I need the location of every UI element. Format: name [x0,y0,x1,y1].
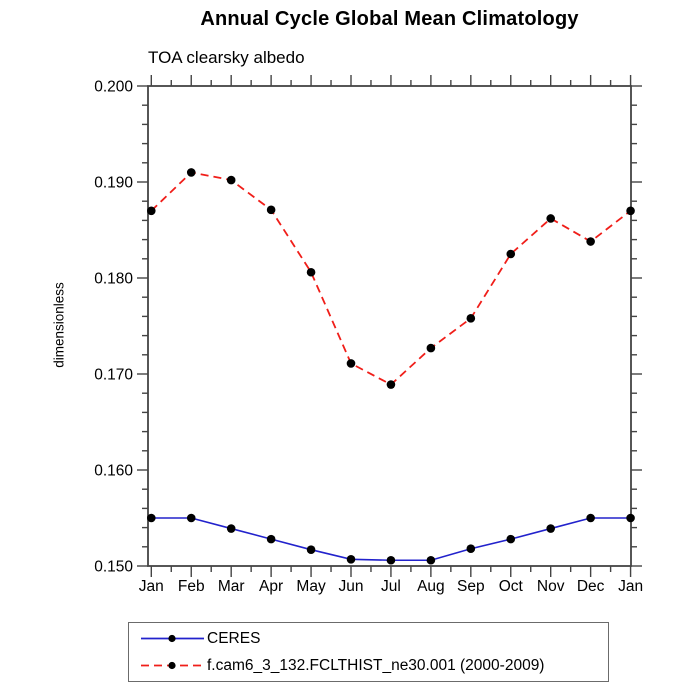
data-point-series-0 [426,555,436,565]
chart-subtitle: TOA clearsky albedo [148,48,305,67]
data-point-series-1 [466,314,476,323]
legend-swatch-solid-line-dot [141,634,204,643]
legend-marker-dot [168,634,176,643]
x-tick-label: Jul [381,578,401,595]
data-point-series-1 [626,206,635,216]
y-tick-label: 0.170 [94,367,133,384]
x-tick-label: Oct [499,578,524,595]
x-tick-label: Jan [139,578,164,595]
data-point-series-1 [586,237,595,246]
x-tick-label: Apr [259,578,283,595]
data-point-series-1 [186,168,196,177]
chart-title: Annual Cycle Global Mean Climatology [200,8,579,30]
data-point-series-1 [266,205,276,215]
legend-label-ceres: CERES [207,629,261,647]
series-line-0 [151,517,631,562]
data-point-series-1 [386,380,396,389]
data-point-series-0 [466,544,476,554]
data-point-series-1 [426,343,436,353]
y-tick-label: 0.150 [94,559,133,576]
data-point-series-0 [506,534,516,544]
axis-box [147,85,632,567]
data-point-series-0 [546,524,555,533]
series-line-1 [150,171,632,386]
x-tick-label: Nov [537,578,565,595]
x-tick-label: Sep [457,578,485,595]
data-point-series-0 [626,513,635,523]
data-point-series-1 [346,359,356,368]
data-point-series-1 [306,267,316,277]
data-point-series-0 [306,545,316,554]
x-tick-label: Jan [618,578,643,595]
y-tick-label: 0.180 [94,271,133,288]
data-point-series-0 [266,534,276,544]
x-tick-label: Dec [577,578,605,595]
data-point-series-1 [546,214,555,223]
x-tick-label: Mar [218,578,245,595]
x-tick-label: Aug [417,578,445,595]
data-point-series-1 [147,206,156,216]
data-point-series-0 [226,524,236,533]
data-point-series-1 [506,249,516,259]
data-point-series-0 [346,554,356,564]
x-tick-label: Jun [339,578,364,595]
data-point-series-0 [586,513,595,523]
legend-swatch-dashed-line-dot [141,661,204,670]
legend: CERES f.cam6_3_132.FCLTHIST_ne30.001 (20… [128,622,609,682]
legend-row-model: f.cam6_3_132.FCLTHIST_ne30.001 (2000-200… [129,652,608,679]
x-tick-label: Feb [178,578,205,595]
data-point-series-0 [386,555,396,565]
legend-marker-dot [168,661,176,670]
data-point-series-1 [226,175,236,185]
legend-row-ceres: CERES [129,625,608,652]
data-point-series-0 [147,513,156,523]
y-tick-label: 0.160 [94,463,133,480]
x-tick-label: May [296,578,326,595]
legend-label-model: f.cam6_3_132.FCLTHIST_ne30.001 (2000-200… [207,656,545,674]
data-point-series-0 [186,513,196,523]
y-tick-label: 0.200 [94,79,133,96]
y-tick-label: 0.190 [94,175,133,192]
